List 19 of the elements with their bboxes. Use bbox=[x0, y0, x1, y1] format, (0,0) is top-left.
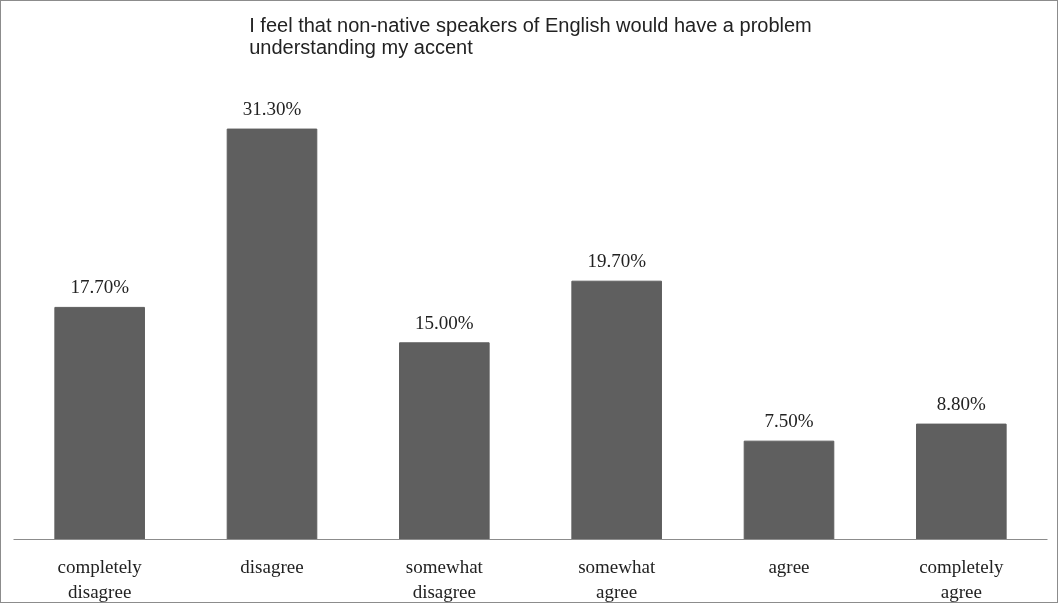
x-tick-label: disagree bbox=[240, 555, 304, 577]
bar bbox=[399, 342, 490, 540]
bar bbox=[743, 440, 835, 540]
data-label: 15.00% bbox=[415, 311, 474, 333]
x-tick-label: somewhat disagree bbox=[405, 555, 484, 602]
x-tick-label: completely agree bbox=[919, 555, 1005, 602]
bar bbox=[54, 306, 145, 540]
data-label: 19.70% bbox=[587, 250, 647, 272]
bar bbox=[226, 128, 318, 540]
x-tick-label: agree bbox=[768, 555, 810, 577]
bar bbox=[916, 423, 1007, 540]
data-label: 31.30% bbox=[242, 98, 302, 120]
data-label: 8.80% bbox=[936, 393, 987, 415]
bar bbox=[571, 280, 662, 540]
x-tick-label: somewhat agree bbox=[578, 555, 656, 602]
x-tick-label: completely disagree bbox=[57, 555, 143, 602]
data-label: 7.50% bbox=[764, 410, 814, 432]
data-label: 17.70% bbox=[70, 276, 130, 298]
chart-title: I feel that non-native speakers of English would have a problem understanding my accent bbox=[249, 13, 812, 58]
